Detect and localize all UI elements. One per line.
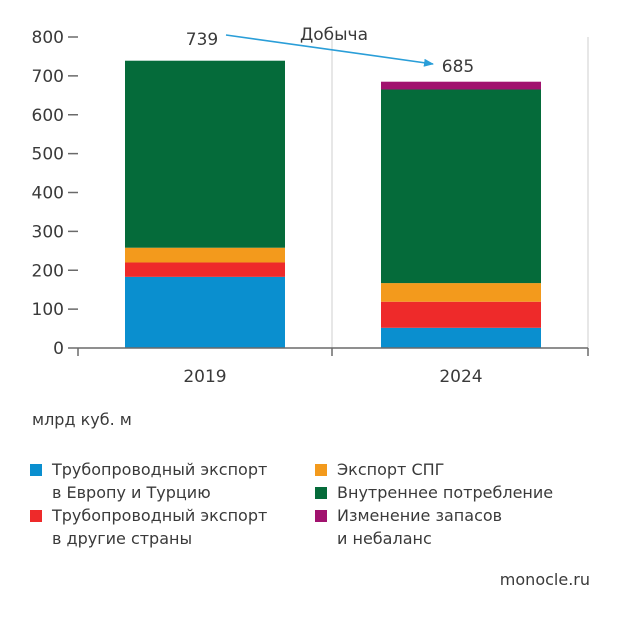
- source-label: monocle.ru: [499, 570, 590, 589]
- total-label-2019: 739: [186, 30, 218, 50]
- production-arrow: [225, 34, 434, 67]
- legend-label-cont: в другие страны: [52, 529, 193, 548]
- bar-segment: [125, 262, 285, 277]
- legend-item-domestic: Внутреннее потребление: [315, 481, 553, 504]
- legend-swatch: [315, 487, 327, 499]
- legend-label-cont: и небаланс: [337, 529, 432, 548]
- bar-segment: [381, 301, 541, 328]
- legend-item-pipeline-europe: Трубопроводный экспорт в Европу и Турцию: [30, 458, 267, 504]
- legend-label: Экспорт СПГ: [337, 460, 445, 479]
- production-label: Добыча: [300, 25, 368, 45]
- legend-item-lng-export: Экспорт СПГ: [315, 458, 444, 481]
- legend-swatch: [30, 464, 42, 476]
- y-tick-label: 400: [32, 184, 64, 204]
- x-axis: 2019 2024: [77, 347, 589, 387]
- bar-segment: [381, 283, 541, 302]
- x-tick-label: 2019: [183, 367, 226, 387]
- legend-label: Трубопроводный экспорт: [52, 506, 268, 525]
- y-tick-label: 200: [32, 261, 64, 281]
- bar-segment: [125, 247, 285, 263]
- y-tick-label: 600: [32, 106, 64, 126]
- y-axis-ticks: 0 100 200 300 400 500 600 700 800: [32, 28, 78, 359]
- unit-label: млрд куб. м: [32, 410, 132, 429]
- legend-swatch: [30, 510, 42, 522]
- legend-label: Изменение запасов: [337, 506, 503, 525]
- legend-swatch: [315, 464, 327, 476]
- y-tick-label: 700: [32, 67, 64, 87]
- legend-label: Внутреннее потребление: [337, 483, 554, 502]
- legend-label: Трубопроводный экспорт: [52, 460, 268, 479]
- bar-segment: [381, 89, 541, 284]
- y-tick-label: 500: [32, 145, 64, 165]
- bar-segment: [125, 276, 285, 348]
- total-label-2024: 685: [442, 57, 474, 77]
- bars: [125, 60, 541, 348]
- annotation-group: 739 685 Добыча: [186, 25, 474, 77]
- bar-segment: [381, 81, 541, 90]
- y-tick-label: 0: [53, 339, 64, 359]
- bar-segment: [125, 60, 285, 248]
- stacked-bar-chart: 0 100 200 300 400 500 600 700 800 2019 2024 739 68…: [32, 25, 589, 387]
- legend-label-cont: в Европу и Турцию: [52, 483, 211, 502]
- legend-item-storage: Изменение запасов и небаланс: [315, 504, 502, 550]
- y-tick-label: 800: [32, 28, 64, 48]
- y-tick-label: 300: [32, 222, 64, 242]
- y-tick-label: 100: [32, 300, 64, 320]
- gridlines: [331, 37, 589, 348]
- bar-segment: [381, 327, 541, 348]
- legend-swatch: [315, 510, 327, 522]
- legend-item-pipeline-other: Трубопроводный экспорт в другие страны: [30, 504, 267, 550]
- x-tick-label: 2024: [439, 367, 482, 387]
